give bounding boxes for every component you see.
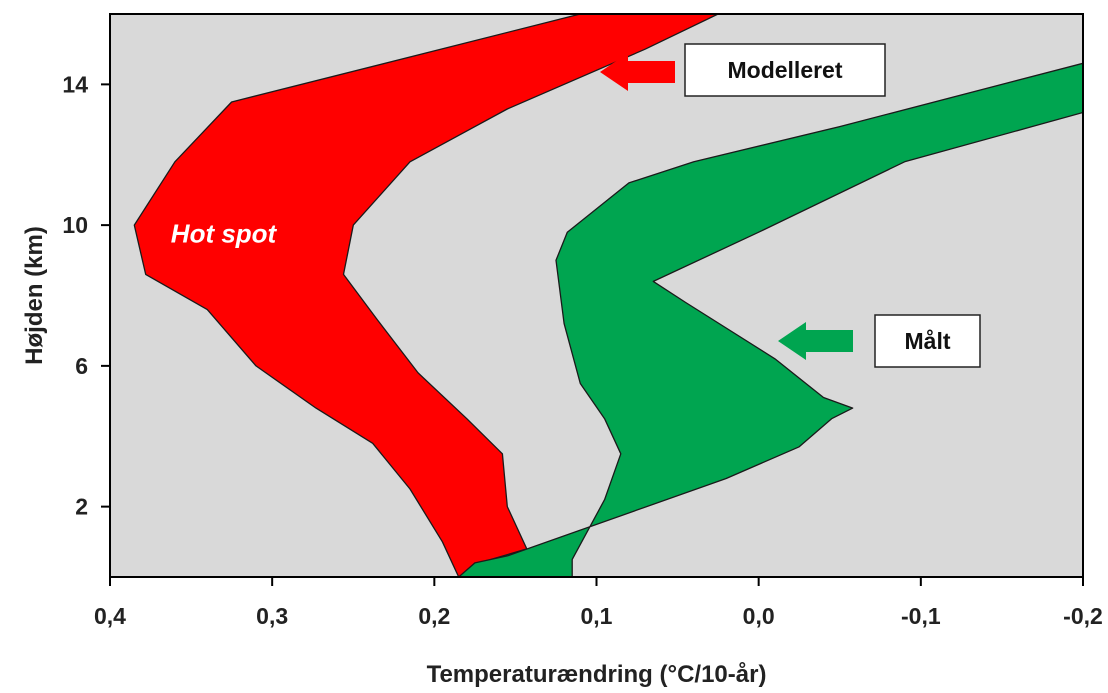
x-axis-title: Temperaturændring (°C/10-år) [427,661,767,688]
annotation-layer: Hot spot [171,219,278,249]
legend-box [684,43,886,97]
legend-label: Modelleret [727,57,842,83]
y-tick-label: 10 [62,212,88,238]
series-area-maalt [458,62,1083,577]
x-tick-label: 0,2 [418,603,450,629]
y-tick-label: 2 [75,494,88,520]
x-axis: 0,4 0,3 0,2 0,1 0,0 -0,1 -0,2 [94,577,1103,629]
x-tick-label: -0,2 [1063,603,1103,629]
x-tick-label: 0,4 [94,603,126,629]
series-area-modelleret [133,14,719,577]
legend-item-maalt: Målt [778,314,981,368]
series-layer [133,14,1083,577]
annotation-hot-spot: Hot spot [171,219,278,249]
left-arrow-icon [600,53,675,91]
y-tick-label: 6 [75,353,88,379]
legend-item-modelleret: Modelleret [600,43,886,97]
legend-label: Målt [905,328,951,354]
x-tick-label: 0,0 [743,603,775,629]
y-axis: 2 6 10 14 [62,71,110,520]
x-tick-label: -0,1 [901,603,941,629]
legend-layer: Modelleret Målt [600,43,981,368]
legend-box [874,314,981,368]
x-tick-label: 0,1 [581,603,613,629]
x-tick-label: 0,3 [256,603,288,629]
y-tick-label: 14 [62,71,88,97]
y-axis-title: Højden (km) [21,226,48,365]
left-arrow-icon [778,322,853,360]
